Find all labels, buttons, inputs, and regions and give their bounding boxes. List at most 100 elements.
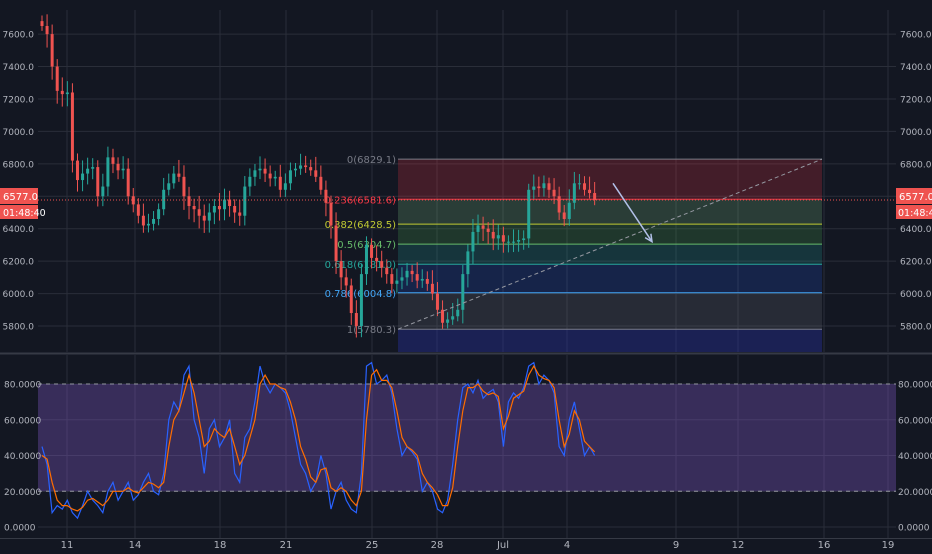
price-label-right: 6577.0	[899, 192, 932, 203]
candle-body	[274, 177, 277, 179]
candle-body	[117, 164, 120, 170]
candle-body	[436, 294, 439, 310]
candle-body	[395, 281, 398, 284]
candle-body	[269, 174, 272, 179]
candle-body	[370, 245, 373, 258]
candle-body	[157, 209, 160, 219]
stoch-tick-label-left: 20.0000	[4, 488, 41, 498]
candle-body	[466, 251, 469, 274]
price-tick-label-left: 6000.0	[3, 290, 35, 300]
candle-body	[497, 235, 500, 238]
candle-body	[91, 167, 94, 169]
candle-body	[319, 177, 322, 190]
candle-body	[532, 187, 535, 190]
candle-body	[578, 183, 581, 184]
candle-body	[345, 277, 348, 285]
candle-body	[502, 235, 505, 241]
candle-body	[431, 284, 434, 294]
stoch-tick-label-right: 0.0000	[898, 524, 930, 534]
candle-body	[213, 206, 216, 212]
candle-body	[152, 219, 155, 224]
time-tick-label: 25	[366, 540, 379, 550]
price-tick-label-left: 6200.0	[3, 258, 35, 268]
price-label-left: 6577.0	[3, 192, 38, 203]
candle-body	[355, 313, 358, 326]
candle-body	[537, 187, 540, 189]
candle-body	[360, 274, 363, 326]
candle-body	[304, 165, 307, 167]
fib-zone	[398, 199, 822, 224]
candle-body	[421, 279, 424, 281]
candle-body	[248, 177, 251, 187]
candle-body	[593, 193, 596, 200]
price-tick-label-right: 7200.0	[900, 95, 932, 105]
candle-body	[340, 261, 343, 277]
candle-body	[193, 206, 196, 209]
candle-body	[233, 206, 236, 212]
candle-body	[76, 161, 79, 180]
candle-body	[588, 190, 591, 193]
candle-body	[71, 92, 74, 160]
candle-body	[182, 177, 185, 196]
fib-zone	[398, 244, 822, 264]
candle-body	[568, 203, 571, 219]
stoch-tick-label-right: 80.0000	[898, 381, 932, 391]
candle-body	[127, 169, 130, 197]
candle-body	[426, 279, 429, 284]
time-tick-label: 12	[732, 540, 745, 550]
time-tick-label: 11	[61, 540, 74, 550]
candle-body	[416, 274, 419, 280]
candle-body	[238, 212, 241, 215]
candle-body	[106, 157, 109, 186]
stoch-tick-label-right: 60.0000	[898, 416, 932, 426]
candle-body	[563, 212, 566, 218]
price-tick-label-left: 5800.0	[3, 323, 35, 333]
candle-body	[188, 196, 191, 206]
candle-body	[390, 274, 393, 284]
candle-body	[548, 183, 551, 189]
candle-body	[461, 274, 464, 310]
candle-body	[517, 240, 520, 242]
stoch-tick-label-right: 40.0000	[898, 452, 932, 462]
candle-body	[66, 92, 69, 94]
candle-body	[400, 277, 403, 280]
time-tick-label: 28	[431, 540, 444, 550]
candle-body	[218, 206, 221, 209]
price-tick-label-right: 6800.0	[900, 160, 932, 170]
candle-body	[137, 204, 140, 215]
time-tick-label: 19	[882, 540, 895, 550]
price-tick-label-left: 6800.0	[3, 160, 35, 170]
candle-body	[385, 268, 388, 274]
candle-body	[198, 209, 201, 215]
stoch-tick-label-left: 60.0000	[4, 416, 41, 426]
fib-level-label: 0.236(6581.6)	[325, 195, 397, 206]
candle-body	[264, 169, 267, 174]
time-tick-label: 18	[214, 540, 227, 550]
candle-body	[259, 169, 262, 171]
candle-body	[583, 183, 586, 189]
candle-body	[41, 21, 44, 26]
candle-body	[284, 183, 287, 189]
candle-body	[558, 196, 561, 212]
candle-body	[299, 165, 302, 168]
time-tick-label: 21	[280, 540, 293, 550]
candle-body	[324, 190, 327, 203]
candle-body	[482, 225, 485, 228]
countdown-label-left: 01:48:40	[3, 208, 46, 219]
candle-body	[507, 242, 510, 243]
stoch-tick-label-left: 80.0000	[4, 381, 41, 391]
candle-body	[56, 67, 59, 91]
candle-body	[309, 167, 312, 170]
candle-body	[172, 174, 175, 184]
candle-body	[335, 225, 338, 261]
candle-body	[203, 216, 206, 221]
candle-body	[375, 258, 378, 261]
candle-body	[111, 157, 114, 163]
candle-body	[101, 187, 104, 197]
candle-body	[61, 91, 64, 94]
stoch-tick-label-left: 0.0000	[4, 524, 36, 534]
candle-body	[177, 174, 180, 177]
candle-body	[279, 177, 282, 190]
price-tick-label-left: 7400.0	[3, 63, 35, 73]
